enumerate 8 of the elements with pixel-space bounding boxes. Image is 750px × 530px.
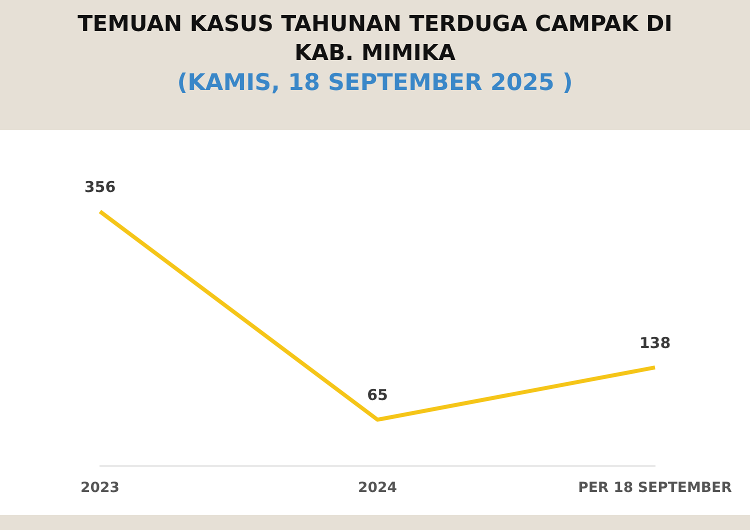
- data-label: 138: [639, 334, 671, 352]
- data-label: 356: [84, 178, 116, 196]
- chart-title: TEMUAN KASUS TAHUNAN TERDUGA CAMPAK DI KAB. MIMIKA: [76, 11, 674, 68]
- x-tick-label: 2024: [358, 480, 398, 496]
- x-tick-label: 2023: [80, 480, 120, 496]
- x-tick-label: PER 18 SEPTEMBER: [578, 480, 732, 496]
- chart-subtitle: (KAMIS, 18 SEPTEMBER 2025 ): [176, 70, 574, 96]
- data-label: 65: [367, 386, 388, 404]
